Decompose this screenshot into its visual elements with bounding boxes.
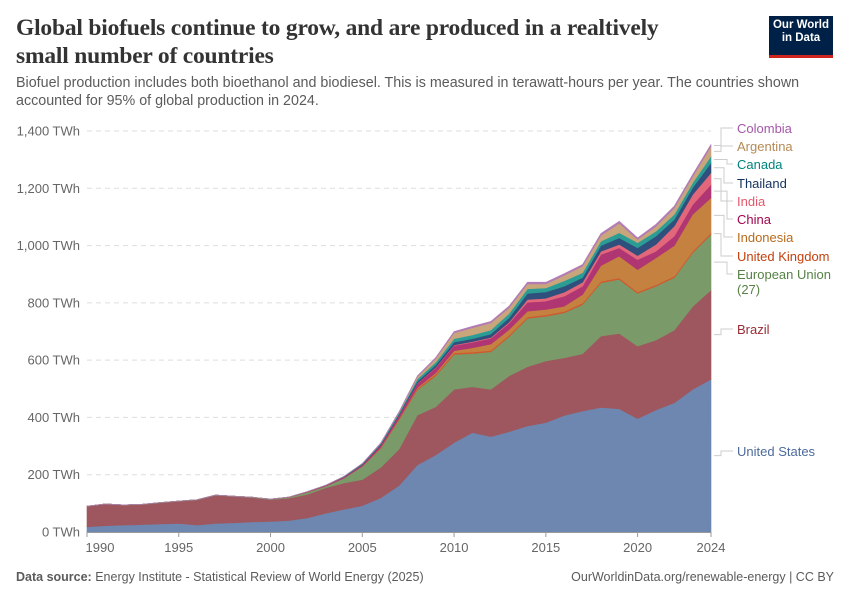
x-tick-label: 2010 [440, 540, 469, 555]
chart-title: Global biofuels continue to grow, and ar… [16, 15, 659, 69]
y-tick-label: 200 TWh [27, 467, 80, 482]
label-connector [714, 450, 733, 457]
x-tick-label: 2000 [256, 540, 285, 555]
logo-line-2: in Data [781, 32, 821, 44]
y-tick-label: 1,400 TWh [17, 124, 80, 139]
label-connector [714, 178, 733, 202]
x-tick-label: 1990 [86, 540, 115, 555]
label-connector [714, 261, 733, 275]
source-text[interactable]: Energy Institute - Statistical Review of… [95, 570, 424, 584]
label-connector [714, 328, 733, 336]
series-label: India [737, 194, 766, 209]
y-tick-label: 600 TWh [27, 353, 80, 368]
area-colombia [86, 144, 712, 507]
series-label: Thailand [737, 176, 787, 191]
y-tick-label: 1,000 TWh [17, 238, 80, 253]
x-tick-label: 2020 [623, 540, 652, 555]
y-tick-label: 0 TWh [42, 525, 80, 540]
x-tick-label: 2015 [531, 540, 560, 555]
series-label: Canada [737, 157, 783, 172]
source-label: Data source: [16, 570, 92, 584]
label-connector [714, 190, 733, 220]
label-connector [714, 233, 733, 257]
x-tick-label: 2005 [348, 540, 377, 555]
series-label: United Kingdom [737, 249, 830, 264]
series-label: China [737, 212, 772, 227]
logo-line-1: Our World [772, 19, 829, 31]
label-connector [714, 167, 733, 184]
owid-logo[interactable]: Our World in Data [769, 16, 833, 58]
y-tick-label: 800 TWh [27, 295, 80, 310]
footer-url[interactable]: OurWorldinData.org/renewable-energy | CC… [571, 570, 834, 584]
series-label: Colombia [737, 121, 793, 136]
series-label: Indonesia [737, 230, 794, 245]
label-connector [714, 214, 733, 238]
y-tick-label: 1,200 TWh [17, 181, 80, 196]
chart-subtitle: Biofuel production includes both bioetha… [16, 75, 800, 109]
series-label: European Union (27) [737, 267, 831, 297]
data-source: Data source: Energy Institute - Statisti… [16, 570, 424, 584]
series-label: Argentina [737, 139, 793, 154]
label-connector [714, 158, 733, 165]
x-tick-label: 1995 [164, 540, 193, 555]
x-tick-label: 2024 [697, 540, 726, 555]
series-label: United States [737, 444, 816, 459]
series-label: Brazil [737, 322, 770, 337]
y-tick-label: 400 TWh [27, 410, 80, 425]
label-connector [714, 145, 733, 152]
label-connector [714, 127, 733, 146]
